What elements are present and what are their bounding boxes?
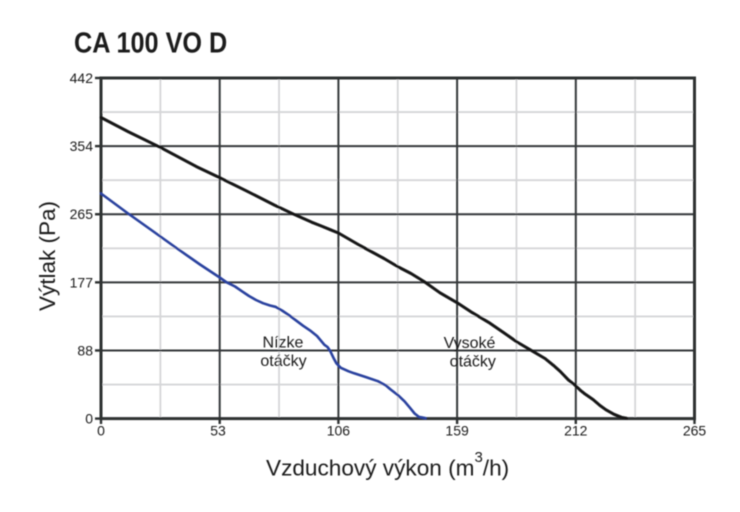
svg-text:Výtlak (Pa): Výtlak (Pa) (35, 201, 60, 311)
svg-text:159: 159 (445, 423, 469, 439)
svg-text:0: 0 (85, 411, 93, 427)
svg-text:otáčky: otáčky (260, 353, 306, 370)
svg-text:88: 88 (77, 342, 93, 358)
svg-text:442: 442 (70, 70, 94, 86)
svg-text:53: 53 (210, 423, 226, 439)
svg-text:Vysoké: Vysoké (444, 335, 496, 352)
svg-text:212: 212 (564, 423, 588, 439)
svg-text:Nízke: Nízke (263, 335, 304, 352)
svg-text:177: 177 (70, 274, 94, 290)
svg-text:265: 265 (70, 206, 94, 222)
svg-text:354: 354 (70, 138, 94, 154)
svg-text:otáčky: otáčky (450, 353, 496, 370)
svg-text:0: 0 (97, 423, 105, 439)
svg-text:106: 106 (327, 423, 351, 439)
svg-text:265: 265 (683, 423, 707, 439)
svg-text:CA 100 VO D: CA 100 VO D (74, 26, 227, 59)
